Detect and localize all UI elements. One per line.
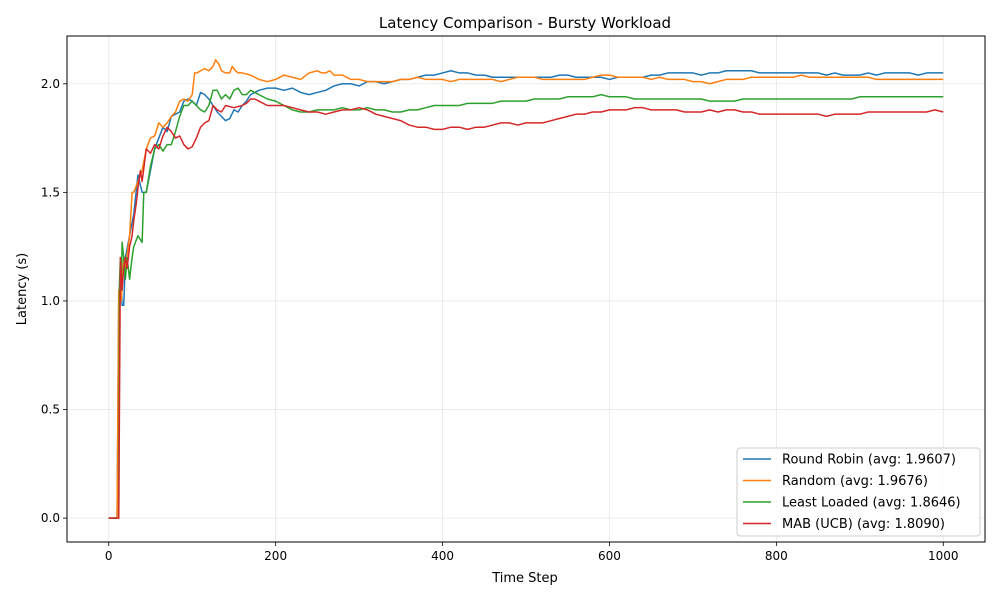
y-tick-label: 1.0	[41, 294, 60, 308]
y-tick-label: 0.5	[41, 403, 60, 417]
legend-box	[736, 447, 981, 537]
x-tick-label: 200	[264, 549, 287, 563]
legend-label: MAB (UCB) (avg: 1.8090)	[782, 517, 945, 532]
x-tick-label: 0	[105, 549, 113, 563]
x-tick-label: 400	[431, 549, 454, 563]
legend-label: Least Loaded (avg: 1.8646)	[782, 496, 961, 511]
series-line-4	[108, 98, 944, 519]
y-tick-label: 1.5	[41, 185, 60, 199]
legend: Round Robin (avg: 1.9607) Random (avg: 1.…	[736, 447, 981, 537]
series-lines	[108, 59, 944, 519]
chart-title: Latency Comparison - Bursty Workload	[379, 14, 671, 32]
x-tick-label: 600	[598, 549, 621, 563]
plot-frame	[66, 35, 986, 543]
x-tick-label: 800	[765, 549, 788, 563]
series-line-1	[108, 70, 944, 519]
series-line-3	[108, 87, 944, 519]
y-tick-label: 0.0	[41, 511, 60, 525]
x-tick-label: 1000	[928, 549, 959, 563]
x-axis-title: Time Step	[491, 571, 558, 586]
axis-ticks: 0 200 400 600 800 1000 0.0 0.5 1.0 1.5 2.0	[41, 77, 959, 563]
y-tick-label: 2.0	[41, 77, 60, 91]
legend-label: Random (avg: 1.9676)	[782, 474, 928, 489]
series-line-2	[108, 59, 944, 519]
y-axis-title: Latency (s)	[15, 253, 30, 325]
legend-label: Round Robin (avg: 1.9607)	[782, 453, 956, 468]
